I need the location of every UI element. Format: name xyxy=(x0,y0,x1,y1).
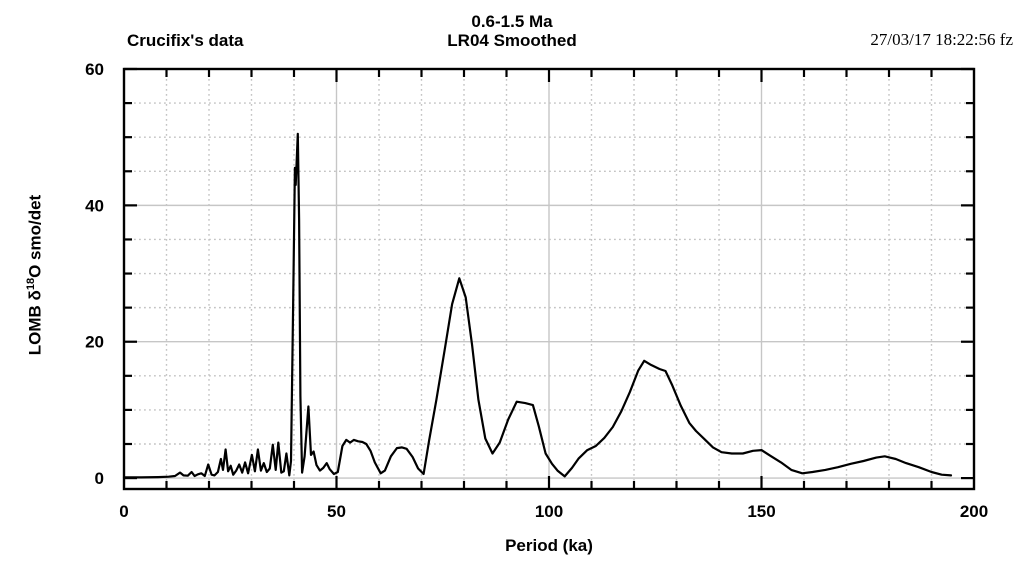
y-tick-label: 0 xyxy=(95,469,104,488)
chart-source-label: Crucifix's data xyxy=(127,31,244,50)
chart-title-range: 0.6-1.5 Ma xyxy=(471,12,553,31)
x-tick-label: 0 xyxy=(119,502,128,521)
y-tick-label: 60 xyxy=(85,60,104,79)
chart-timestamp: 27/03/17 18:22:56 fz xyxy=(870,30,1013,49)
x-axis-title: Period (ka) xyxy=(505,536,593,555)
x-tick-label: 200 xyxy=(960,502,988,521)
y-tick-label: 40 xyxy=(85,196,104,215)
x-tick-label: 100 xyxy=(535,502,563,521)
x-tick-label: 50 xyxy=(327,502,346,521)
chart-title-dataset: LR04 Smoothed xyxy=(447,31,577,50)
plot-curve xyxy=(122,132,953,479)
x-tick-label: 150 xyxy=(747,502,775,521)
y-tick-label: 20 xyxy=(85,333,104,352)
